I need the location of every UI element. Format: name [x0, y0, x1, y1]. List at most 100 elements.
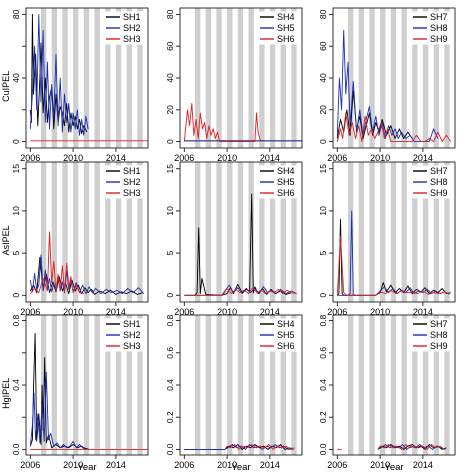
y-tick-label: 0.8 — [165, 314, 175, 326]
x-tick-label: 2010 — [63, 153, 83, 163]
season-band — [237, 162, 244, 302]
y-tick-label: 10 — [11, 206, 21, 216]
y-tick-label: 0 — [11, 293, 21, 298]
y-tick-label: 10 — [165, 206, 175, 216]
plot-frame — [179, 161, 303, 303]
season-band — [248, 8, 254, 148]
season-band — [62, 162, 68, 302]
season-band — [227, 162, 233, 302]
y-tick-label: 20 — [318, 105, 328, 115]
legend-bg — [411, 22, 453, 34]
y-tick-label: 40 — [165, 73, 175, 83]
season-band — [444, 8, 450, 148]
season-band — [105, 162, 111, 302]
y-tick-label: 0.4 — [11, 379, 21, 391]
x-tick-label: 2006 — [327, 153, 347, 163]
legend-bg — [411, 165, 453, 177]
season-band — [137, 315, 143, 455]
series-line-sh8 — [377, 444, 446, 450]
season-band — [248, 315, 254, 455]
y-tick-label: 0.0 — [11, 443, 21, 455]
x-tick-label: 2010 — [370, 460, 390, 470]
legend-label-sh3: SH3 — [123, 188, 141, 198]
legend-label-sh4: SH4 — [277, 319, 295, 329]
season-band — [51, 8, 58, 148]
x-tick-label: 2010 — [63, 307, 83, 317]
x-tick-label: 2010 — [63, 460, 83, 470]
y-tick-label: 80 — [318, 9, 328, 19]
season-band — [259, 315, 265, 455]
legend-label-sh6: SH6 — [277, 34, 295, 44]
season-band — [205, 162, 212, 302]
legend-bg — [104, 187, 146, 199]
season-band — [126, 162, 132, 302]
x-tick-label: 2010 — [217, 153, 237, 163]
x-axis-label: Year — [384, 462, 403, 473]
legend-bg — [258, 329, 300, 341]
legend-bg — [104, 22, 146, 34]
legend-label-sh7: SH7 — [430, 166, 448, 176]
season-band — [237, 315, 244, 455]
y-tick-label: 60 — [165, 41, 175, 51]
season-band — [412, 162, 418, 302]
y-tick-label: 0 — [318, 293, 328, 298]
y-tick-label: 0.8 — [318, 314, 328, 326]
y-tick-label: 15 — [165, 164, 175, 174]
x-tick-label: 2006 — [327, 460, 347, 470]
legend-bg — [258, 318, 300, 330]
legend-bg — [104, 329, 146, 341]
legend-bg — [258, 340, 300, 352]
season-band — [380, 162, 386, 302]
y-tick-label: 15 — [11, 164, 21, 174]
y-tick-label: 20 — [165, 105, 175, 115]
x-tick-label: 2014 — [260, 460, 280, 470]
season-band — [280, 8, 286, 148]
legend-label-sh8: SH8 — [430, 330, 448, 340]
season-band — [291, 8, 297, 148]
series-line-sh9 — [337, 444, 445, 450]
series-line-sh3 — [29, 231, 84, 295]
legend-label-sh1: SH1 — [123, 12, 141, 22]
x-tick-label: 2006 — [20, 153, 40, 163]
season-band — [94, 8, 100, 148]
legend-bg — [258, 33, 300, 45]
season-band — [126, 315, 132, 455]
season-band — [194, 8, 201, 148]
legend-label-sh8: SH8 — [430, 23, 448, 33]
y-axis-label: HgIPEL — [1, 378, 11, 409]
season-band — [83, 315, 90, 455]
season-band — [401, 162, 407, 302]
legend-label-sh3: SH3 — [123, 34, 141, 44]
legend-bg — [411, 33, 453, 45]
season-band — [369, 8, 375, 148]
legend-bg — [411, 11, 453, 23]
legend-label-sh7: SH7 — [430, 12, 448, 22]
season-band — [115, 162, 122, 302]
series-line-sh6 — [183, 103, 262, 143]
y-tick-label: 5 — [11, 250, 21, 255]
x-tick-label: 2010 — [370, 307, 390, 317]
legend-bg — [104, 318, 146, 330]
legend-label-sh8: SH8 — [430, 177, 448, 187]
legend-bg — [411, 340, 453, 352]
y-tick-label: 40 — [11, 73, 21, 83]
legend-label-sh5: SH5 — [277, 177, 295, 187]
y-tick-label: 0.0 — [318, 443, 328, 455]
season-band — [137, 162, 143, 302]
x-tick-label: 2010 — [370, 153, 390, 163]
legend-label-sh1: SH1 — [123, 166, 141, 176]
season-band — [73, 315, 79, 455]
y-tick-label: 0.4 — [318, 379, 328, 391]
season-band — [380, 8, 386, 148]
y-axis-label: CuIPEL — [1, 71, 11, 102]
y-axis-label: AsIPEL — [1, 225, 11, 255]
legend-label-sh6: SH6 — [277, 341, 295, 351]
season-band — [380, 315, 386, 455]
season-band — [358, 315, 365, 455]
season-band — [73, 162, 79, 302]
season-band — [73, 8, 79, 148]
season-band — [105, 8, 111, 148]
season-band — [422, 315, 429, 455]
